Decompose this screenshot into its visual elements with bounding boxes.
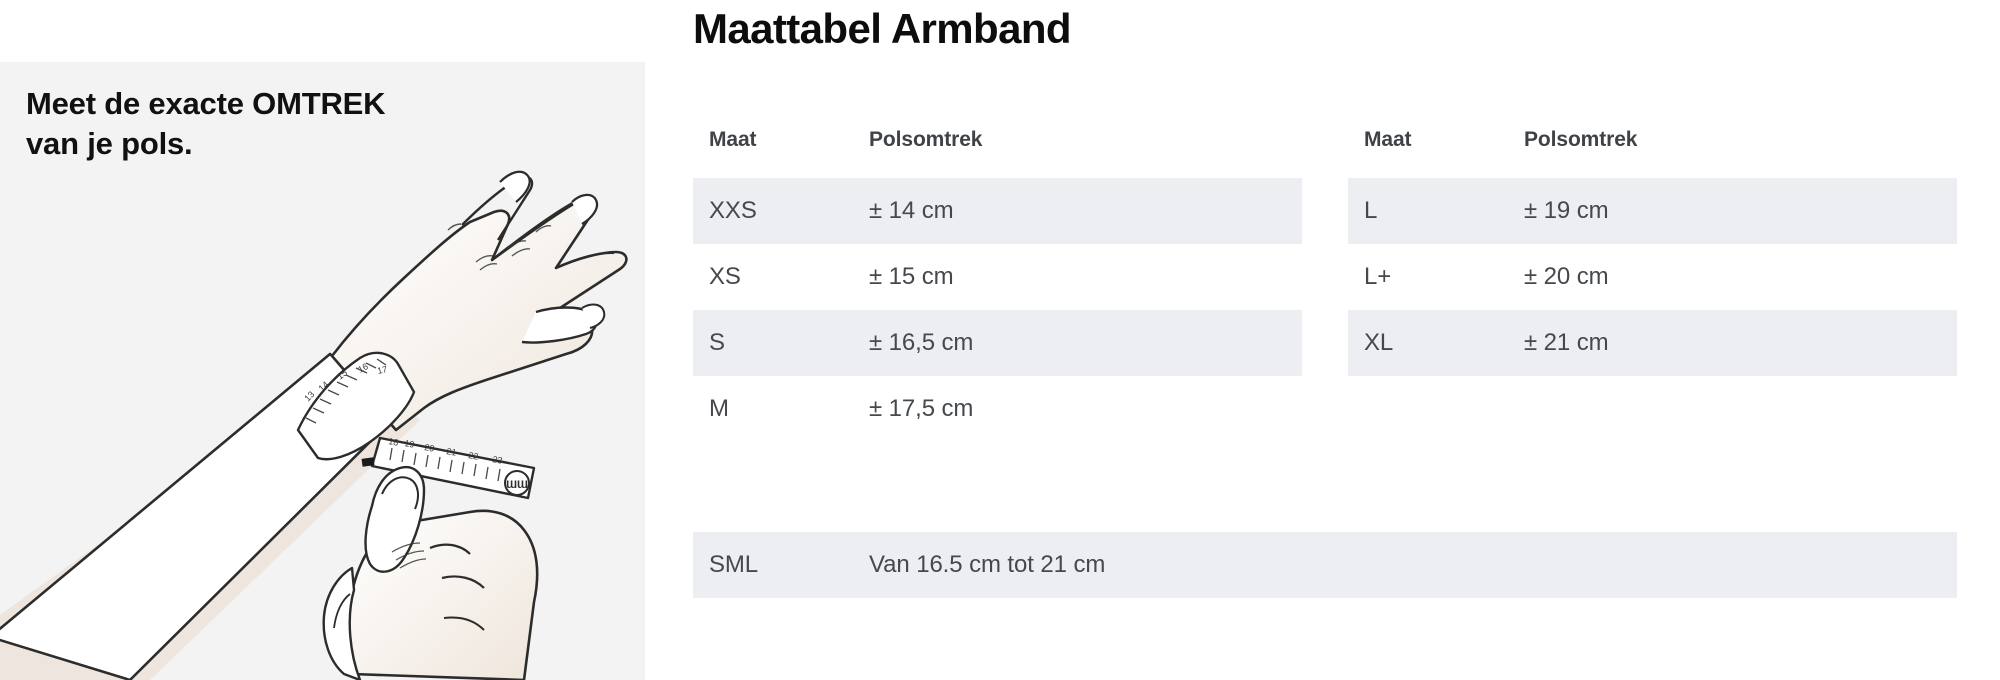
cell-size: M	[709, 395, 729, 422]
table-row: M ± 17,5 cm	[693, 376, 1302, 442]
size-table-right: Maat Polsomtrek L ± 19 cm L+ ± 20 cm	[1348, 128, 1957, 442]
cell-size: L+	[1364, 263, 1392, 290]
cell-circumference: ± 17,5 cm	[869, 395, 974, 422]
hand-measuring-wrist-illustration: 13 14 15 16 17 18 19 20 21 22 23 ƜƜ	[0, 170, 628, 680]
table-row: S ± 16,5 cm	[693, 310, 1302, 376]
page-title: Maattabel Armband	[693, 5, 1072, 52]
cell-circumference: ± 21 cm	[1508, 310, 1957, 376]
table-row: SML Van 16.5 cm tot 21 cm	[693, 532, 1957, 598]
table-row: L ± 19 cm	[1348, 178, 1957, 244]
cell-circumference: ± 14 cm	[853, 178, 1302, 244]
cell-size: XS	[709, 263, 741, 290]
svg-text:15: 15	[335, 368, 349, 382]
svg-text:17: 17	[376, 364, 388, 376]
tape-logo-icon: ƜƜ	[504, 470, 530, 496]
cell-size: L	[1348, 178, 1508, 244]
svg-text:21: 21	[446, 446, 458, 458]
cell-circumference: ± 16,5 cm	[853, 310, 1302, 376]
illustration-caption: Meet de exacte OMTREK van je pols.	[26, 86, 386, 162]
illustration-panel: Meet de exacte OMTREK van je pols.	[0, 62, 645, 680]
table-row: XL ± 21 cm	[1348, 310, 1957, 376]
table-row: XXS ± 14 cm	[693, 178, 1302, 244]
size-guide-content: Maattabel Armband Maat Polsomtrek XXS	[693, 0, 1963, 680]
cell-size: SML	[693, 532, 853, 598]
column-header-circumference: Polsomtrek	[869, 128, 983, 151]
cell-circumference: ± 20 cm	[1524, 263, 1609, 290]
cell-size: XL	[1348, 310, 1508, 376]
cell-size: XXS	[693, 178, 853, 244]
cell-range: Van 16.5 cm tot 21 cm	[853, 532, 1957, 598]
svg-text:23: 23	[492, 454, 504, 466]
svg-text:22: 22	[468, 450, 480, 462]
column-header-circumference: Polsomtrek	[1524, 128, 1638, 151]
svg-text:18: 18	[388, 436, 400, 448]
svg-text:16: 16	[356, 361, 370, 375]
cell-circumference: ± 19 cm	[1508, 178, 1957, 244]
svg-text:ƜƜ: ƜƜ	[506, 479, 528, 491]
size-tables-container: Maat Polsomtrek XXS ± 14 cm XS ± 15 cm	[693, 128, 1957, 442]
table-row: XS ± 15 cm	[693, 244, 1302, 310]
cell-circumference: ± 15 cm	[869, 263, 954, 290]
table-header-row: Maat Polsomtrek	[1348, 128, 1957, 178]
cell-size: S	[693, 310, 853, 376]
column-header-size: Maat	[709, 128, 757, 151]
svg-text:20: 20	[424, 442, 436, 454]
column-header-size: Maat	[1364, 128, 1412, 151]
svg-text:19: 19	[404, 438, 416, 450]
table-header-row: Maat Polsomtrek	[693, 128, 1302, 178]
size-table-left: Maat Polsomtrek XXS ± 14 cm XS ± 15 cm	[693, 128, 1302, 442]
table-row: L+ ± 20 cm	[1348, 244, 1957, 310]
combined-size-row: SML Van 16.5 cm tot 21 cm	[693, 532, 1957, 598]
